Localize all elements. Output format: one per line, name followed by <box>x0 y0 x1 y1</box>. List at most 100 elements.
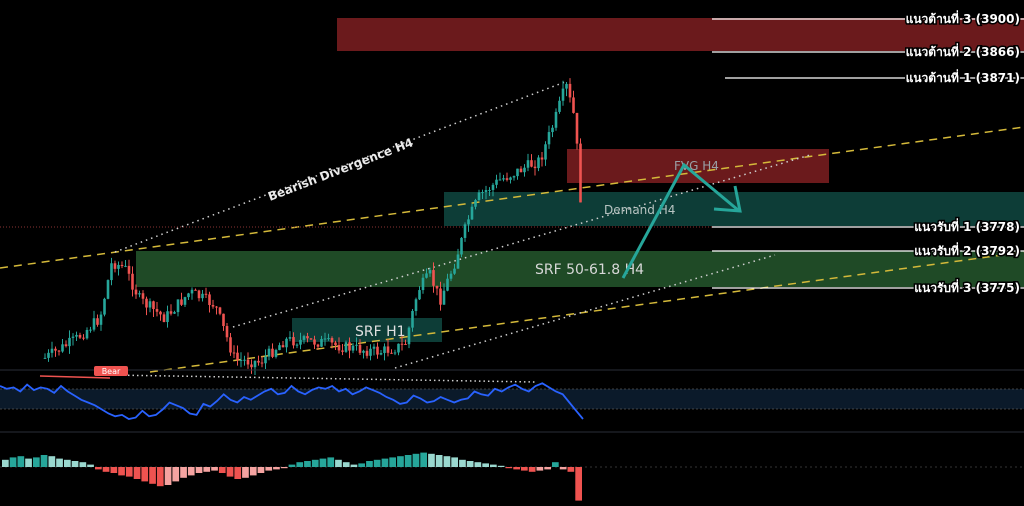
candle-body <box>295 344 299 346</box>
histogram-bar <box>95 467 102 470</box>
histogram-bar <box>133 467 141 479</box>
histogram-bar <box>211 467 218 471</box>
candle-body <box>103 298 106 315</box>
candle-body <box>351 345 355 351</box>
fvg-zone-label: FVG H4 <box>674 159 719 173</box>
histogram-bar <box>71 461 79 467</box>
candle-body <box>418 290 421 300</box>
candle-body <box>183 297 187 305</box>
histogram-bar <box>304 461 311 467</box>
candle-body <box>568 83 572 98</box>
histogram-bar <box>234 467 242 479</box>
histogram-bar <box>474 462 482 467</box>
rsi-bear-line <box>39 375 111 379</box>
candle-body <box>127 265 131 274</box>
candle-body <box>323 338 327 340</box>
candle-body <box>579 143 582 203</box>
candle-body <box>110 263 113 281</box>
histogram-bar <box>513 467 520 470</box>
candle-body <box>85 330 89 339</box>
candle-body <box>215 306 218 308</box>
candle-body <box>313 339 316 345</box>
candle-body <box>453 268 456 274</box>
histogram-bar <box>125 467 133 477</box>
candle-body <box>484 190 488 193</box>
candle-body <box>442 290 446 305</box>
histogram-bar <box>87 464 94 467</box>
candle-body <box>71 336 75 338</box>
histogram-bar <box>497 465 505 467</box>
candle-body <box>523 167 526 173</box>
candle-body <box>358 344 362 353</box>
candle-body <box>446 278 449 291</box>
histogram-bar <box>79 462 87 467</box>
histogram-bar <box>490 464 497 467</box>
histogram-bar <box>149 467 156 484</box>
candle-body <box>155 309 159 312</box>
candle-body <box>386 346 390 353</box>
candle-body <box>260 362 264 364</box>
candle-body <box>467 219 470 225</box>
histogram-bar <box>249 467 257 476</box>
candle-body <box>519 168 523 173</box>
histogram-bar <box>420 452 427 467</box>
histogram-bar <box>335 459 342 467</box>
candle-body <box>271 348 274 357</box>
histogram-bar <box>311 459 319 467</box>
candle-body <box>222 313 225 327</box>
candle-body <box>316 344 320 347</box>
candle-body <box>330 338 334 343</box>
candle-body <box>565 83 568 89</box>
candle-body <box>362 350 365 353</box>
histogram-bar <box>25 458 32 467</box>
resistance-1-label: แนวต้านที่ 1 (3871) <box>906 69 1020 85</box>
candle-body <box>99 314 103 325</box>
candle-body <box>208 294 211 306</box>
histogram-bar <box>404 455 412 467</box>
candle-body <box>344 342 348 352</box>
candle-body <box>498 179 502 181</box>
candle-body <box>400 343 404 345</box>
candle-body <box>491 184 495 190</box>
candle-body <box>239 359 243 361</box>
histogram-bar <box>164 467 172 485</box>
histogram-bar <box>118 467 125 476</box>
candle-body <box>449 273 453 279</box>
candle-body <box>327 338 330 340</box>
candle-body <box>383 346 386 354</box>
histogram-bar <box>288 464 296 467</box>
candle-body <box>544 144 547 160</box>
candle-body <box>64 344 68 347</box>
candle-body <box>187 293 190 298</box>
lower-dashed-trendline <box>149 251 1024 373</box>
candle-body <box>302 336 306 340</box>
candle-body <box>306 336 309 339</box>
candle-body <box>173 312 176 314</box>
candle-body <box>180 299 183 305</box>
candle-body <box>425 273 428 278</box>
candle-body <box>78 334 82 338</box>
candle-body <box>547 132 551 145</box>
candle-body <box>145 298 148 308</box>
candle-body <box>43 357 47 359</box>
candle-body <box>148 301 152 308</box>
candle-body <box>372 346 376 349</box>
histogram-bar <box>226 467 234 477</box>
histogram-bar <box>141 467 149 482</box>
candle-body <box>456 254 460 269</box>
candle-body <box>134 289 138 295</box>
candle-body <box>505 178 509 180</box>
candle-body <box>204 293 208 295</box>
histogram-bar <box>48 456 56 467</box>
candle-body <box>225 326 229 338</box>
histogram-bar <box>265 467 273 471</box>
candle-body <box>152 301 155 310</box>
histogram-bar <box>319 458 327 467</box>
histogram-bar <box>443 456 451 467</box>
candle-body <box>460 237 463 255</box>
candle-body <box>470 206 474 220</box>
histogram-bar <box>257 467 265 473</box>
candle-body <box>264 356 267 364</box>
candle-body <box>561 88 565 101</box>
